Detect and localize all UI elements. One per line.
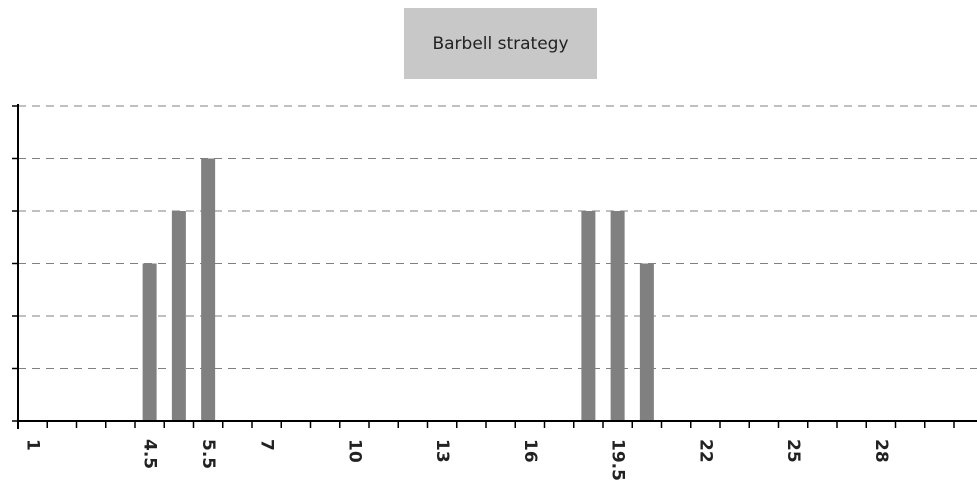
x-tick-labels: 1 4.5 5.5 7 10 13 16 19.5 22 25 28	[23, 439, 891, 481]
x-tick-label: 16	[520, 439, 540, 463]
x-tick-label: 5.5	[198, 439, 218, 469]
bar-19.5	[610, 211, 625, 421]
bar-18	[581, 211, 596, 421]
x-tick-label: 25	[783, 439, 803, 463]
bar-5.5	[201, 158, 216, 421]
bar-series	[142, 158, 654, 421]
x-tick-label: 10	[344, 439, 364, 463]
x-tick-label: 22	[695, 439, 715, 463]
x-tick-label: 4.5	[140, 439, 160, 469]
x-tick-label: 28	[871, 439, 891, 463]
bar-4.5	[142, 263, 157, 421]
chart-title: Barbell strategy	[404, 8, 597, 79]
gridlines	[18, 105, 977, 369]
x-tick-label: 1	[23, 439, 43, 451]
x-tick-label: 7	[257, 439, 277, 451]
x-tick-label: 13	[432, 439, 452, 463]
bar-20	[639, 263, 654, 421]
axes	[12, 104, 977, 429]
bar-5	[171, 211, 186, 421]
x-tick-label: 19.5	[608, 439, 628, 481]
